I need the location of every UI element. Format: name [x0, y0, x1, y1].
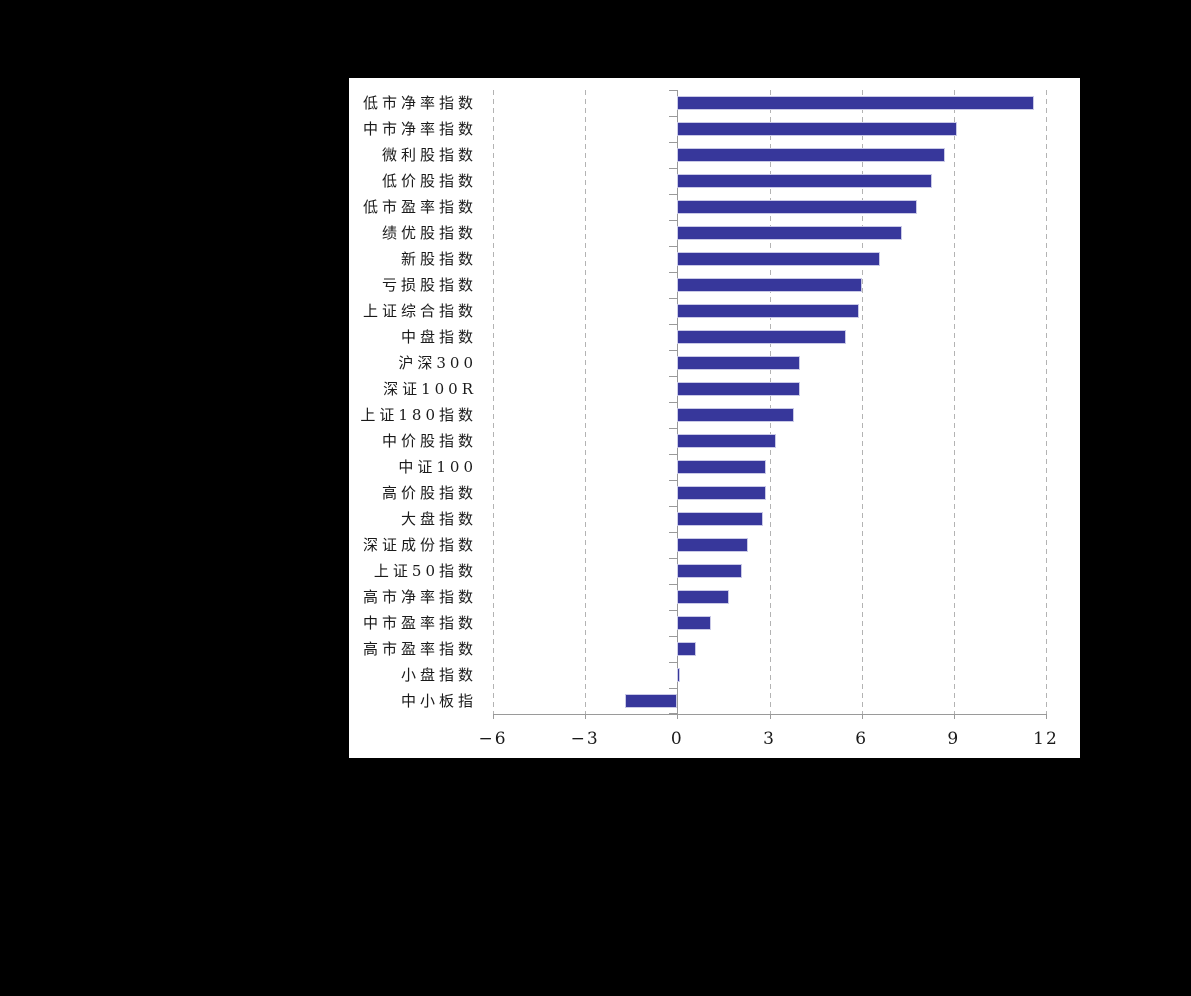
category-label: 中证100: [398, 458, 477, 476]
bar: [677, 330, 847, 344]
x-tick-label: 3: [763, 729, 776, 749]
bar: [677, 226, 902, 240]
category-label: 小盘指数: [400, 666, 477, 684]
category-axis-tick: [669, 402, 678, 403]
bar: [677, 174, 933, 188]
bar: [677, 200, 917, 214]
category-axis-tick: [669, 376, 678, 377]
bar: [677, 356, 801, 370]
category-axis-tick: [669, 272, 678, 273]
vertical-gridline: [493, 90, 494, 714]
category-axis-labels: 低市净率指数 中市净率指数微利股指数低价股指数低市盈率指数绩优股指数新股指数亏损股…: [349, 90, 477, 714]
x-tick-label: −3: [570, 729, 600, 749]
x-axis-tick: [953, 714, 955, 719]
category-label: 中价股指数: [381, 432, 477, 450]
category-label: 上证50指数: [373, 562, 477, 580]
bar: [677, 512, 764, 526]
category-label: 上证综合指数: [362, 302, 477, 320]
category-label: 绩优股指数: [381, 224, 477, 242]
bar: [677, 590, 730, 604]
category-axis-tick: [669, 428, 678, 429]
bar: [625, 694, 678, 708]
category-label: 大盘指数: [400, 510, 477, 528]
bar: [677, 278, 862, 292]
bar: [677, 434, 776, 448]
category-axis-tick: [669, 324, 678, 325]
vertical-gridline: [585, 90, 587, 714]
category-label: 上证180指数: [360, 406, 477, 424]
category-axis-tick: [669, 662, 678, 663]
category-axis-tick: [669, 480, 678, 481]
bar: [677, 460, 767, 474]
category-axis-tick: [669, 350, 678, 351]
category-label: 亏损股指数: [381, 276, 477, 294]
bar: [677, 538, 748, 552]
vertical-gridline: [953, 90, 955, 714]
x-tick-label: 12: [1033, 729, 1059, 749]
x-tick-label: 6: [855, 729, 869, 749]
bar: [677, 616, 712, 630]
category-axis-line: [677, 90, 679, 714]
chart-panel: 低市净率指数 中市净率指数微利股指数低价股指数低市盈率指数绩优股指数新股指数亏损股…: [349, 78, 1080, 758]
vertical-gridline: [769, 90, 771, 714]
x-axis-tick: [769, 714, 771, 719]
category-axis-tick: [669, 142, 678, 143]
x-axis-line: [493, 714, 1046, 715]
category-label: 高价股指数: [381, 484, 477, 502]
category-axis-tick: [669, 220, 678, 221]
bar: [677, 382, 801, 396]
x-tick-label: −6: [478, 729, 508, 749]
category-axis-tick: [669, 90, 678, 91]
plot-area: [493, 90, 1047, 719]
category-axis-tick: [669, 584, 678, 585]
category-label: 低市盈率指数: [362, 198, 477, 216]
bar: [677, 408, 794, 422]
category-axis-tick: [669, 713, 678, 714]
bar: [677, 122, 957, 136]
category-label: 中小板指: [400, 692, 477, 710]
bar: [677, 642, 696, 656]
category-label: 中盘指数: [400, 328, 477, 346]
category-label: 深证100R: [383, 380, 477, 398]
category-axis-tick: [669, 246, 678, 247]
x-axis-tick: [861, 714, 863, 719]
category-label: 中市盈率指数: [362, 614, 477, 632]
category-axis-tick: [669, 454, 678, 455]
category-axis-tick: [669, 688, 678, 689]
category-label: 高市净率指数: [362, 588, 477, 606]
category-label: 新股指数: [400, 250, 477, 268]
category-label: 沪深300: [398, 354, 477, 372]
category-axis-tick: [669, 636, 678, 637]
x-axis-tick: [585, 714, 587, 719]
x-axis-tick: [493, 714, 494, 719]
x-tick-label: 0: [670, 729, 684, 749]
bar: [677, 96, 1034, 110]
category-label: 中市净率指数: [362, 120, 477, 138]
category-axis-tick: [669, 168, 678, 169]
x-tick-label: 9: [947, 729, 961, 749]
category-axis-tick: [669, 116, 678, 117]
x-axis-tick: [677, 714, 679, 719]
category-label: 低价股指数: [381, 172, 477, 190]
category-axis-tick: [669, 298, 678, 299]
bar: [677, 304, 859, 318]
vertical-gridline: [1046, 90, 1047, 714]
category-axis-tick: [669, 532, 678, 533]
vertical-gridline: [861, 90, 863, 714]
category-axis-tick: [669, 506, 678, 507]
bar: [677, 486, 767, 500]
category-label: 低市净率指数: [362, 94, 477, 112]
category-axis-tick: [669, 558, 678, 559]
x-axis-tick: [1046, 714, 1047, 719]
bar: [677, 252, 881, 266]
bar: [677, 668, 681, 682]
category-label: 深证成份指数: [362, 536, 477, 554]
category-label: 微利股指数: [381, 146, 477, 164]
category-axis-tick: [669, 610, 678, 611]
bar: [677, 148, 945, 162]
category-label: 高市盈率指数: [362, 640, 477, 658]
bar: [677, 564, 742, 578]
category-axis-tick: [669, 194, 678, 195]
